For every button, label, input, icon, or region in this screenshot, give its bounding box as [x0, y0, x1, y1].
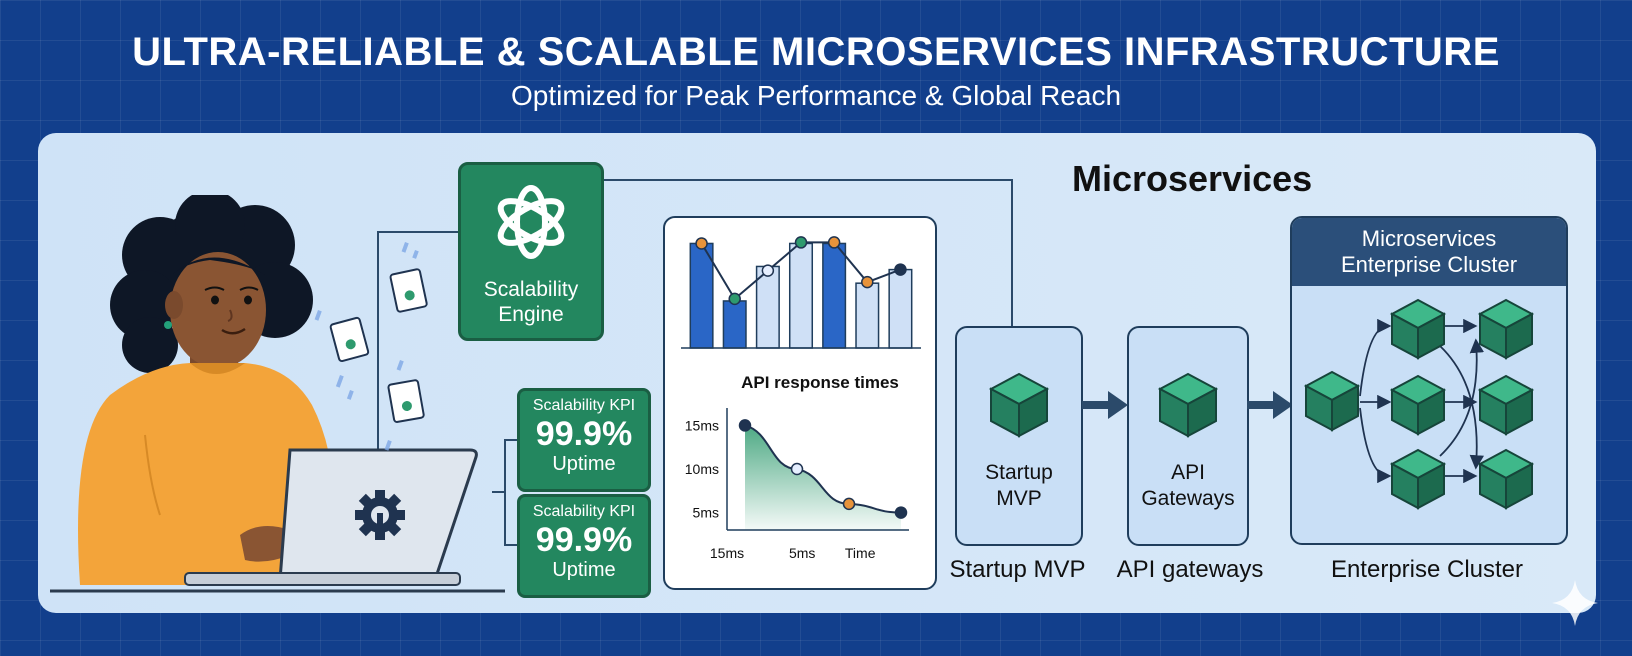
cube-icon: [1157, 372, 1219, 438]
chart-bar: [822, 242, 847, 349]
chart-point: [827, 236, 841, 249]
chart-point: [728, 292, 741, 306]
cluster-header-line1: Microservices: [1361, 226, 1497, 251]
chart-bar: [689, 242, 714, 349]
cluster-edge: [1439, 338, 1485, 457]
kpi-unit: Uptime: [552, 559, 616, 581]
cube-icon: [1477, 448, 1535, 510]
kpi-label: Scalability KPI: [532, 397, 636, 414]
y-tick-label: 5ms: [693, 505, 719, 521]
developer-illustration: [50, 195, 505, 593]
y-tick-label: 10ms: [685, 461, 719, 477]
area-fill: [745, 425, 901, 530]
chart-bar: [855, 282, 880, 349]
area-point: [738, 419, 752, 432]
area-point: [842, 497, 856, 511]
x-tick-label: Time: [845, 545, 876, 561]
area-chart-title: API response times: [741, 373, 899, 392]
kpi-value: 99.9%: [535, 521, 633, 559]
cluster-edge: [1439, 345, 1484, 470]
charts-svg: API response times 15ms 10ms 5ms 15ms 5ms Time: [681, 236, 921, 561]
kpi-label: Scalability KPI: [532, 503, 636, 520]
cube-icon: [988, 372, 1050, 438]
section-title: Microservices: [1072, 158, 1313, 199]
cluster-graph: [1303, 298, 1535, 510]
chart-point: [761, 264, 775, 277]
cube-icon: [1477, 374, 1535, 436]
chart-point: [861, 275, 874, 289]
cluster-header: Microservices Enterprise Cluster: [1292, 218, 1566, 286]
area-line: [744, 424, 902, 514]
chart-card: API response times 15ms 10ms 5ms 15ms 5ms Time: [663, 216, 937, 590]
startup-label-line2: MVP: [996, 487, 1042, 510]
document-gear-icon: [329, 316, 370, 363]
engine-label-line1: Scalability: [483, 278, 579, 301]
gateway-caption: API gateways: [1116, 556, 1264, 583]
chart-bar: [788, 242, 814, 349]
startup-caption: Startup MVP: [949, 556, 1086, 583]
chart-point: [794, 236, 808, 249]
cube-icon: [1303, 370, 1361, 432]
document-gear-icon: [387, 379, 425, 423]
arrow-right-icon: [1247, 391, 1293, 419]
cluster-edge: [1359, 318, 1392, 397]
cube-icon: [1389, 298, 1447, 360]
chart-bar: [722, 300, 747, 349]
document-gear-icon: [389, 268, 428, 313]
cube-icon: [1477, 298, 1535, 360]
startup-label-line1: Startup: [985, 461, 1053, 484]
gear-wrench-icon: [355, 490, 405, 540]
kpi-card: Scalability KPI 99.9% Uptime: [517, 494, 651, 598]
scalability-engine-card: Scalability Engine: [458, 162, 604, 341]
gateway-label-line2: Gateways: [1141, 487, 1235, 510]
page-title: ULTRA-RELIABLE & SCALABLE MICROSERVICES …: [132, 30, 1500, 74]
chart-point: [695, 237, 708, 250]
openai-logo-icon: [497, 185, 565, 259]
startup-mvp-node: Startup MVP: [955, 326, 1083, 546]
y-tick-label: 15ms: [685, 417, 719, 433]
page-subtitle: Optimized for Peak Performance & Global …: [510, 80, 1122, 111]
kpi-unit: Uptime: [552, 453, 616, 475]
cluster-caption: Enterprise Cluster: [1330, 556, 1524, 583]
gateway-label-line1: API: [1171, 461, 1205, 484]
arrow-right-icon: [1082, 391, 1128, 419]
enterprise-cluster-node: Microservices Enterprise Cluster: [1290, 216, 1568, 545]
kpi-value: 99.9%: [535, 415, 633, 453]
chart-point: [894, 263, 907, 276]
cube-icon: [1389, 448, 1447, 510]
x-tick-label: 15ms: [710, 545, 744, 561]
document-stream: [314, 242, 428, 451]
chart-bar: [888, 268, 913, 349]
kpi-card: Scalability KPI 99.9% Uptime: [517, 388, 651, 492]
area-point: [894, 506, 908, 519]
cluster-edge: [1359, 407, 1392, 484]
chart-bar: [755, 265, 780, 349]
engine-label-line2: Engine: [498, 303, 564, 326]
area-point: [790, 462, 804, 476]
cube-icon: [1389, 374, 1447, 436]
sparkle-icon: [1552, 580, 1598, 626]
cluster-header-line2: Enterprise Cluster: [1340, 252, 1518, 277]
api-gateway-node: API Gateways: [1127, 326, 1249, 546]
x-tick-label: 5ms: [789, 545, 815, 561]
